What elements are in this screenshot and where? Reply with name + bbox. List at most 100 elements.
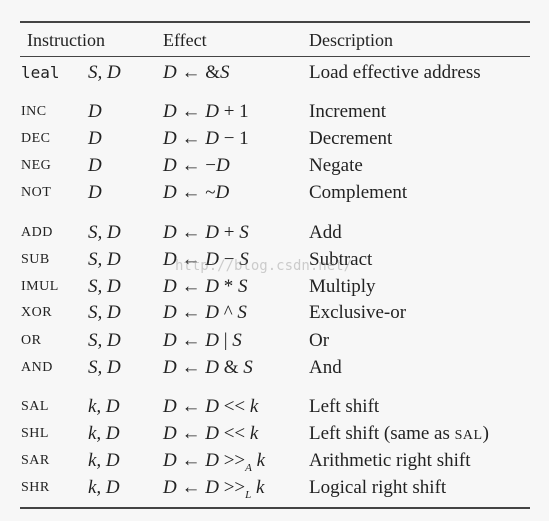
- effect-token: ←: [176, 101, 206, 122]
- effect-token: D: [163, 128, 177, 149]
- instruction-name: INC: [21, 104, 47, 119]
- effect-token: ←: [176, 396, 206, 417]
- effect-token: &: [205, 62, 221, 83]
- header-effect: Effect: [163, 30, 207, 50]
- effect-token: ←: [176, 222, 206, 243]
- effect-token: D: [205, 276, 219, 297]
- effect-token: k: [256, 450, 266, 471]
- instruction-name: AND: [21, 360, 53, 375]
- effect-token: D: [163, 182, 177, 203]
- instruction-operands: k, D: [88, 423, 120, 444]
- effect-token: D: [215, 182, 230, 203]
- instruction-effect: D ← D − S: [163, 247, 249, 273]
- instruction-name: IMUL: [21, 279, 59, 294]
- instruction-operands: D: [88, 101, 102, 122]
- instruction-name: SAR: [21, 453, 50, 468]
- instruction-operands: S, D: [88, 276, 121, 297]
- effect-token: D: [205, 222, 219, 243]
- instruction-operands: D: [88, 128, 102, 149]
- effect-token: ^: [218, 302, 238, 323]
- effect-token: D: [205, 249, 219, 270]
- effect-token: |: [218, 330, 233, 351]
- table-row: leal S, D D ← &S Load effective address: [0, 60, 549, 86]
- table-row: OR S, D D ← D | S Or: [0, 328, 549, 354]
- instruction-operands: S, D: [88, 357, 121, 378]
- table-bottom-rule: [20, 507, 530, 509]
- instruction-description: And: [309, 357, 342, 378]
- instruction-effect: D ← ~D: [163, 180, 229, 206]
- effect-token: D: [163, 477, 177, 498]
- instruction-description: Multiply: [309, 276, 376, 297]
- instruction-description: Subtract: [309, 249, 373, 270]
- effect-token: D: [205, 302, 219, 323]
- table-row: XOR S, D D ← D ^ S Exclusive-or: [0, 300, 549, 326]
- effect-token: A: [245, 461, 252, 474]
- instruction-operands: S, D: [88, 249, 121, 270]
- effect-token: ←: [176, 450, 206, 471]
- instruction-name: OR: [21, 333, 42, 348]
- instruction-operands: S, D: [88, 62, 121, 83]
- effect-token: D: [163, 396, 177, 417]
- instruction-effect: D ← D | S: [163, 328, 242, 354]
- instruction-name: NOT: [21, 185, 52, 200]
- instruction-name: SUB: [21, 252, 50, 267]
- effect-token: − 1: [218, 128, 249, 149]
- effect-token: k: [249, 396, 259, 417]
- effect-token: k: [256, 477, 265, 498]
- effect-token: ←: [176, 128, 206, 149]
- effect-token: ←: [176, 249, 206, 270]
- table-row: NEG D D ← −D Negate: [0, 153, 549, 179]
- effect-token: D: [163, 62, 177, 83]
- instruction-name: NEG: [21, 158, 52, 173]
- effect-token: L: [245, 488, 252, 501]
- instruction-effect: D ← D + 1: [163, 99, 249, 125]
- instruction-name: ADD: [21, 225, 53, 240]
- instruction-description: Negate: [309, 155, 363, 176]
- instruction-description: Complement: [309, 182, 408, 203]
- instruction-name: DEC: [21, 131, 51, 146]
- effect-token: >>: [218, 450, 246, 471]
- effect-token: S: [237, 276, 248, 297]
- effect-token: D: [205, 396, 219, 417]
- instruction-operands: S, D: [88, 330, 121, 351]
- effect-token: D: [163, 101, 177, 122]
- effect-token: &: [218, 357, 244, 378]
- effect-token: D: [163, 276, 177, 297]
- effect-token: ←: [176, 423, 206, 444]
- effect-token: ←: [176, 357, 206, 378]
- instruction-effect: D ← D >>A k: [163, 448, 265, 474]
- effect-token: S: [239, 222, 249, 243]
- instruction-description: Arithmetic right shift: [309, 450, 471, 471]
- instruction-effect: D ← D << k: [163, 394, 258, 420]
- effect-token: + 1: [218, 101, 249, 122]
- effect-token: ←: [176, 302, 206, 323]
- instruction-description: Load effective address: [309, 62, 481, 83]
- table-row: ADD S, D D ← D + S Add: [0, 220, 549, 246]
- instruction-effect: D ← D ^ S: [163, 300, 247, 326]
- effect-token: S: [232, 330, 242, 351]
- instruction-description: Increment: [309, 101, 387, 122]
- effect-token: <<: [218, 396, 250, 417]
- table-row: IMUL S, D D ← D * S Multiply: [0, 274, 549, 300]
- effect-token: >>: [218, 477, 246, 498]
- effect-token: −: [205, 155, 216, 176]
- effect-token: D: [205, 357, 219, 378]
- effect-token: S: [220, 62, 230, 83]
- header-description: Description: [309, 30, 393, 50]
- effect-token: S: [243, 357, 253, 378]
- instruction-name: SHL: [21, 426, 49, 441]
- effect-token: D: [163, 330, 177, 351]
- instruction-description: Logical right shift: [309, 477, 447, 498]
- instruction-name: XOR: [21, 305, 53, 320]
- effect-token: D: [163, 302, 177, 323]
- header-instruction: Instruction: [27, 30, 105, 50]
- effect-token: S: [237, 302, 247, 323]
- effect-token: ←: [176, 182, 206, 203]
- instruction-operands: S, D: [88, 302, 121, 323]
- instruction-effect: D ← D >>L k: [163, 475, 264, 501]
- table-row: SHL k, D D ← D << k Left shift (same as SAL…: [0, 421, 549, 447]
- instruction-description: Exclusive-or: [309, 302, 407, 323]
- effect-token: ←: [176, 276, 206, 297]
- effect-token: D: [163, 357, 177, 378]
- effect-token: D: [205, 128, 219, 149]
